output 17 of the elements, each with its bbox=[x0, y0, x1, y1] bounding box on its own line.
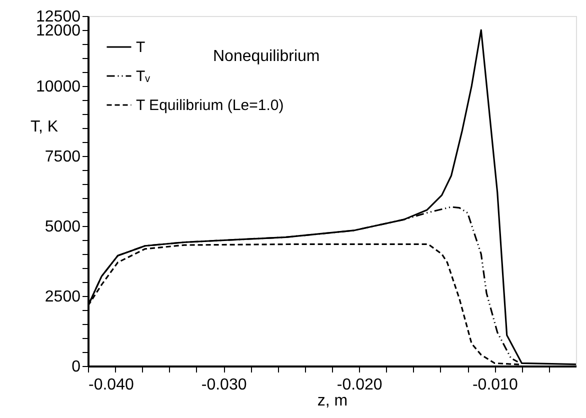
y-tick-label: 12500 bbox=[36, 8, 81, 26]
y-tick-label: 5000 bbox=[44, 218, 81, 236]
y-tick-label: 12000 bbox=[36, 22, 81, 40]
x-axis-title: z, m bbox=[317, 392, 348, 410]
legend-label: Tᵥ bbox=[136, 68, 150, 85]
legend-label: T Equilibrium (Le=1.0) bbox=[136, 97, 284, 114]
y-tick-label: 2500 bbox=[44, 288, 81, 306]
y-tick-label: 7500 bbox=[44, 148, 81, 166]
x-tick-label: -0.020 bbox=[336, 376, 382, 394]
y-tick-label: 10000 bbox=[36, 78, 81, 96]
y-axis-title: T, K bbox=[30, 118, 58, 136]
x-tick-label: -0.030 bbox=[201, 376, 247, 394]
x-tick-label: -0.040 bbox=[88, 376, 134, 394]
x-tick-label: -0.010 bbox=[472, 376, 518, 394]
annotation: Nonequilibrium bbox=[213, 48, 320, 65]
legend-label: T bbox=[136, 39, 146, 56]
y-tick-label: 0 bbox=[72, 358, 81, 376]
